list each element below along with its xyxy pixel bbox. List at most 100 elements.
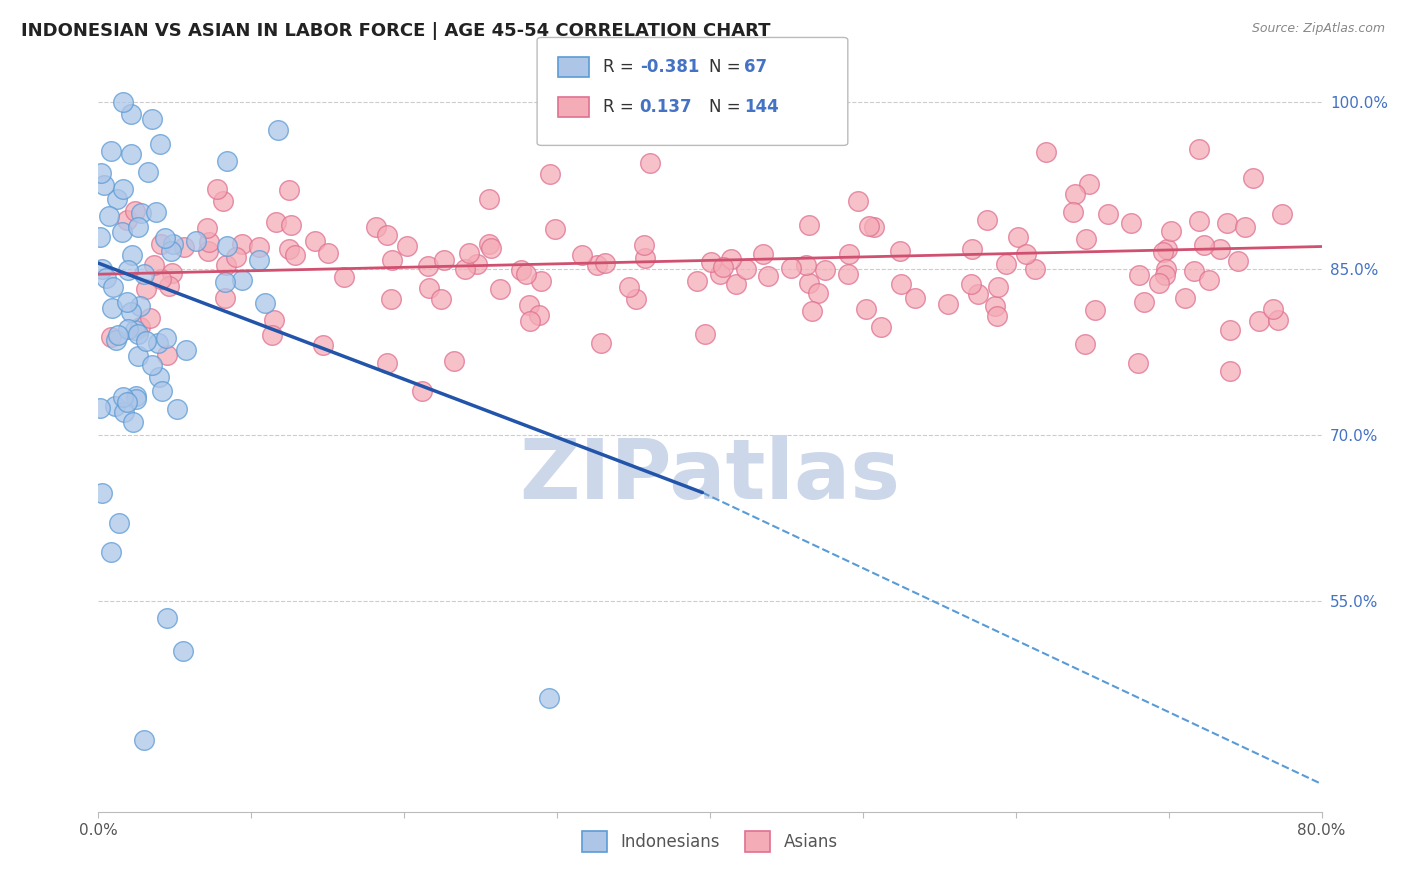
Point <box>145 204 167 219</box>
Point <box>112 390 135 404</box>
Point <box>115 395 138 409</box>
Point <box>148 369 170 384</box>
Point <box>124 203 146 218</box>
Point <box>214 275 236 289</box>
Point <box>1188 142 1211 156</box>
Point <box>150 272 173 286</box>
Point <box>411 384 433 398</box>
Point <box>987 280 1010 294</box>
Point <box>984 299 1007 313</box>
Point <box>263 313 285 327</box>
Legend: Indonesians, Asians: Indonesians, Asians <box>575 824 845 858</box>
Point <box>1128 268 1150 282</box>
Point <box>1271 206 1294 220</box>
Point <box>799 218 821 232</box>
Point <box>159 244 181 258</box>
Point <box>633 238 655 252</box>
Point <box>571 248 593 262</box>
Point <box>129 319 152 334</box>
Point <box>515 268 537 282</box>
Point <box>1147 276 1170 290</box>
Point <box>156 348 179 362</box>
Point <box>1219 323 1241 337</box>
Point <box>1084 303 1107 318</box>
Point <box>1024 261 1046 276</box>
Point <box>100 144 122 158</box>
Point <box>104 333 127 347</box>
Text: R =: R = <box>603 98 640 116</box>
Point <box>117 263 139 277</box>
Point <box>1188 214 1211 228</box>
Point <box>111 225 134 239</box>
Point <box>1263 302 1285 317</box>
Point <box>543 221 565 235</box>
Point <box>1198 273 1220 287</box>
Point <box>617 280 640 294</box>
Point <box>1128 356 1150 370</box>
Point <box>1174 291 1197 305</box>
Point <box>120 146 142 161</box>
Point <box>121 248 143 262</box>
Point <box>105 192 128 206</box>
Point <box>1249 314 1271 328</box>
Point <box>172 644 194 658</box>
Point <box>1121 216 1143 230</box>
Point <box>889 277 911 291</box>
Text: 67: 67 <box>744 58 766 76</box>
Point <box>215 239 238 253</box>
Point <box>756 268 779 283</box>
Point <box>465 257 488 271</box>
Point <box>634 252 657 266</box>
Point <box>214 291 236 305</box>
Point <box>120 305 142 319</box>
Point <box>959 277 981 291</box>
Text: ZIPatlas: ZIPatlas <box>520 434 900 516</box>
Point <box>280 218 302 232</box>
Point <box>162 236 184 251</box>
Point <box>253 296 276 310</box>
Point <box>89 230 111 244</box>
Point <box>381 252 404 267</box>
Point <box>416 259 439 273</box>
Point <box>1241 170 1264 185</box>
Point <box>127 327 149 342</box>
Point <box>215 258 238 272</box>
Point <box>124 392 146 406</box>
Point <box>262 328 284 343</box>
Point <box>1074 232 1097 246</box>
Point <box>134 732 156 747</box>
Point <box>132 267 155 281</box>
Point <box>127 349 149 363</box>
Point <box>966 287 988 301</box>
Point <box>197 244 219 258</box>
Point <box>198 235 221 249</box>
Point <box>101 280 124 294</box>
Point <box>100 544 122 558</box>
Point <box>160 266 183 280</box>
Point <box>135 282 157 296</box>
Point <box>129 206 152 220</box>
Point <box>846 194 869 209</box>
Point <box>489 282 512 296</box>
Point <box>124 389 146 403</box>
Text: -0.381: -0.381 <box>640 58 699 76</box>
Point <box>589 336 612 351</box>
Point <box>247 253 270 268</box>
Point <box>837 267 859 281</box>
Point <box>266 215 288 229</box>
Point <box>432 252 454 267</box>
Point <box>120 107 142 121</box>
Point <box>375 227 398 242</box>
Point <box>838 247 860 261</box>
Point <box>870 320 893 334</box>
Point <box>519 314 541 328</box>
Point <box>1267 313 1289 327</box>
Point <box>91 262 114 277</box>
Point <box>517 298 540 312</box>
Point <box>725 277 748 291</box>
Point <box>90 166 112 180</box>
Point <box>143 258 166 272</box>
Point <box>995 257 1018 271</box>
Point <box>153 230 176 244</box>
Point <box>686 274 709 288</box>
